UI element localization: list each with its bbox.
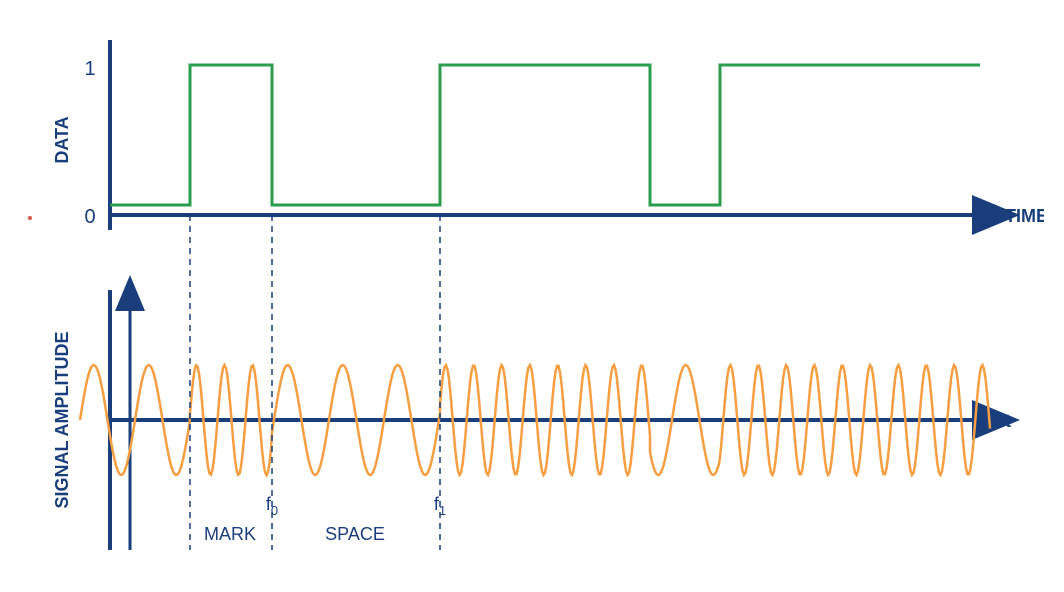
space-label: SPACE [325, 524, 385, 544]
diagram-svg: DATA TIME 0 1 SIGNAL AMPLITUDE t MARK SP… [20, 20, 1044, 572]
t-axis-label: t [1005, 411, 1011, 431]
data-axis-label: DATA [52, 116, 72, 163]
data-square-wave [110, 65, 980, 205]
f0-label: f0 [266, 494, 278, 518]
mark-label: MARK [204, 524, 256, 544]
artifact-dot [28, 216, 32, 220]
tick-0: 0 [84, 206, 95, 228]
fsk-diagram: DATA TIME 0 1 SIGNAL AMPLITUDE t MARK SP… [20, 20, 1044, 572]
tick-1: 1 [84, 58, 95, 80]
time-axis-label: TIME [1005, 206, 1044, 226]
f1-label: f1 [434, 494, 446, 518]
amplitude-axis-label: SIGNAL AMPLITUDE [52, 331, 72, 508]
